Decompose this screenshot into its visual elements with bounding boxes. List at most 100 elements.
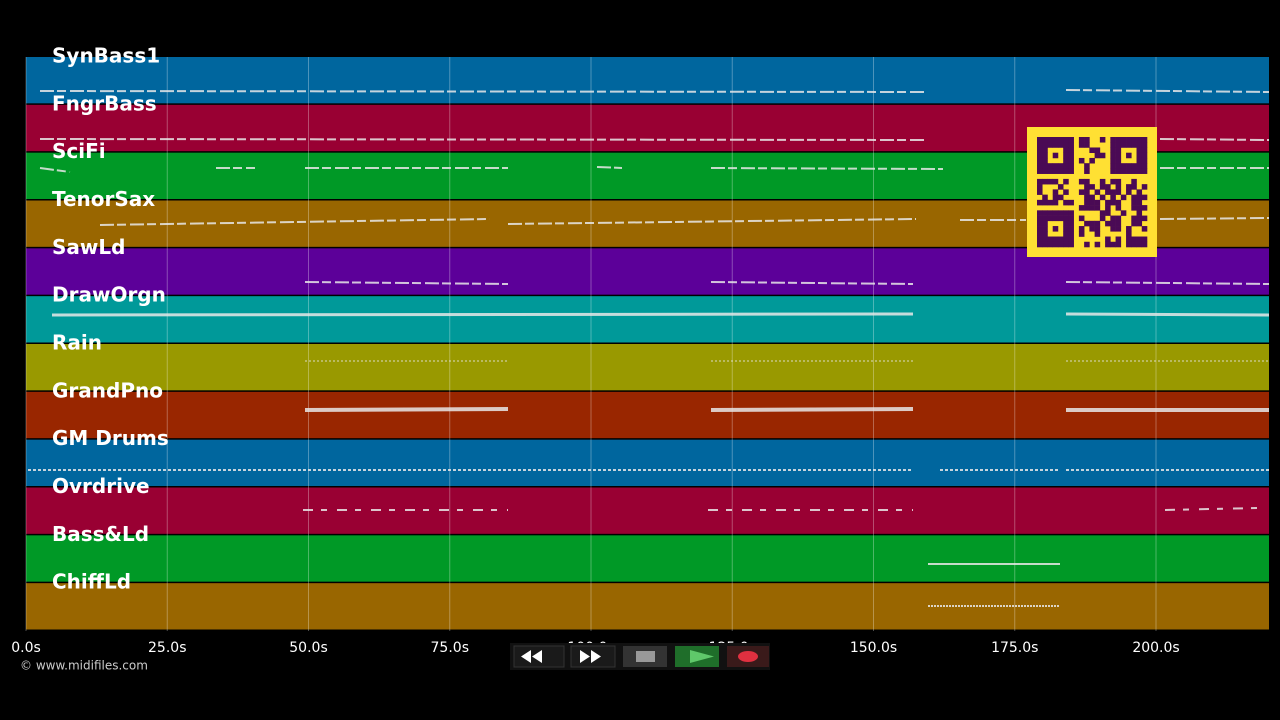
qr-module xyxy=(1047,137,1054,143)
qr-module xyxy=(1089,194,1095,201)
track-name: TenorSax xyxy=(52,187,155,211)
qr-module xyxy=(1115,152,1122,159)
qr-module xyxy=(1141,157,1148,164)
qr-module xyxy=(1110,157,1116,164)
time-grid xyxy=(25,57,1157,631)
qr-module xyxy=(1131,215,1137,222)
forward-icon xyxy=(580,650,601,663)
qr-module xyxy=(1052,210,1059,216)
rewind-icon xyxy=(521,650,542,663)
qr-module xyxy=(1047,215,1054,222)
track-name: SynBass1 xyxy=(52,44,160,68)
qr-module xyxy=(1063,142,1069,148)
qr-module xyxy=(1099,210,1106,216)
qr-module xyxy=(1115,157,1122,164)
qr-module xyxy=(1037,241,1043,248)
qr-module xyxy=(1115,226,1122,232)
qr-module xyxy=(1136,142,1143,148)
qr-module xyxy=(1042,226,1048,232)
qr-module xyxy=(1120,194,1127,201)
qr-module xyxy=(1037,210,1043,216)
qr-module xyxy=(1052,142,1059,148)
qr-module xyxy=(1042,157,1048,164)
track-lane xyxy=(26,344,1269,391)
qr-module xyxy=(1115,215,1122,222)
qr-module xyxy=(1141,184,1148,190)
qr-module xyxy=(1042,163,1048,169)
qr-module xyxy=(1057,194,1064,201)
qr-module xyxy=(1110,215,1116,222)
qr-module xyxy=(1094,231,1101,237)
qr-module xyxy=(1110,220,1116,227)
qr-module xyxy=(1068,226,1074,232)
qr-module xyxy=(1037,189,1043,195)
qr-module xyxy=(1078,157,1085,164)
qr-module xyxy=(1063,163,1069,169)
forward-button[interactable] xyxy=(570,645,616,668)
notes xyxy=(303,507,1259,511)
qr-module xyxy=(1131,163,1137,169)
qr-module xyxy=(1089,199,1095,206)
qr-module xyxy=(1052,199,1059,206)
qr-module xyxy=(1105,220,1111,227)
qr-module xyxy=(1099,184,1106,190)
notes xyxy=(39,166,1269,173)
qr-module xyxy=(1141,152,1148,159)
qr-module xyxy=(1042,178,1048,185)
qr-module xyxy=(1099,194,1106,201)
qr-module xyxy=(1037,147,1043,154)
qr-module xyxy=(1131,236,1137,243)
qr-module xyxy=(1068,215,1074,222)
qr-module xyxy=(1052,241,1059,248)
qr-module xyxy=(1089,205,1095,211)
qr-module xyxy=(1136,236,1143,243)
qr-module xyxy=(1126,184,1132,190)
track-lane xyxy=(26,57,1269,104)
qr-module xyxy=(1037,236,1043,243)
qr-module xyxy=(1037,184,1043,190)
qr-module xyxy=(1078,231,1085,237)
qr-module xyxy=(1136,241,1143,248)
record-button[interactable] xyxy=(727,646,769,667)
stop-button[interactable] xyxy=(623,646,667,667)
qr-module xyxy=(1141,241,1148,248)
qr-module xyxy=(1141,215,1148,222)
qr-module xyxy=(1057,241,1064,248)
track-lane xyxy=(26,535,1269,582)
time-tick-label: 25.0s xyxy=(148,640,186,656)
qr-module xyxy=(1042,199,1048,206)
qr-module xyxy=(1042,210,1048,216)
qr-module xyxy=(1042,215,1048,222)
qr-module xyxy=(1057,137,1064,143)
qr-module xyxy=(1078,189,1085,195)
qr-module xyxy=(1047,163,1054,169)
qr-module xyxy=(1110,241,1116,248)
qr-module xyxy=(1094,152,1101,159)
qr-module xyxy=(1037,178,1043,185)
qr-module xyxy=(1063,226,1069,232)
track-name: Bass&Ld xyxy=(52,522,149,546)
qr-module xyxy=(1131,137,1137,143)
qr-module xyxy=(1052,168,1059,174)
qr-code xyxy=(1027,127,1157,257)
rewind-button[interactable] xyxy=(513,645,565,668)
qr-module xyxy=(1120,137,1127,143)
time-tick-label: 150.0s xyxy=(850,640,897,656)
play-button[interactable] xyxy=(675,646,719,667)
time-tick-label: 200.0s xyxy=(1132,640,1179,656)
qr-module xyxy=(1084,241,1090,248)
qr-module xyxy=(1037,199,1043,206)
qr-module xyxy=(1042,137,1048,143)
qr-module xyxy=(1120,142,1127,148)
qr-module xyxy=(1068,137,1074,143)
qr-module xyxy=(1052,236,1059,243)
qr-module xyxy=(1052,178,1059,185)
qr-module xyxy=(1078,178,1085,185)
qr-module xyxy=(1063,152,1069,159)
qr-module xyxy=(1120,168,1127,174)
qr-module xyxy=(1141,226,1148,232)
track-name: GM Drums xyxy=(52,426,169,450)
qr-module xyxy=(1115,189,1122,195)
qr-module xyxy=(1042,168,1048,174)
qr-module xyxy=(1131,168,1137,174)
